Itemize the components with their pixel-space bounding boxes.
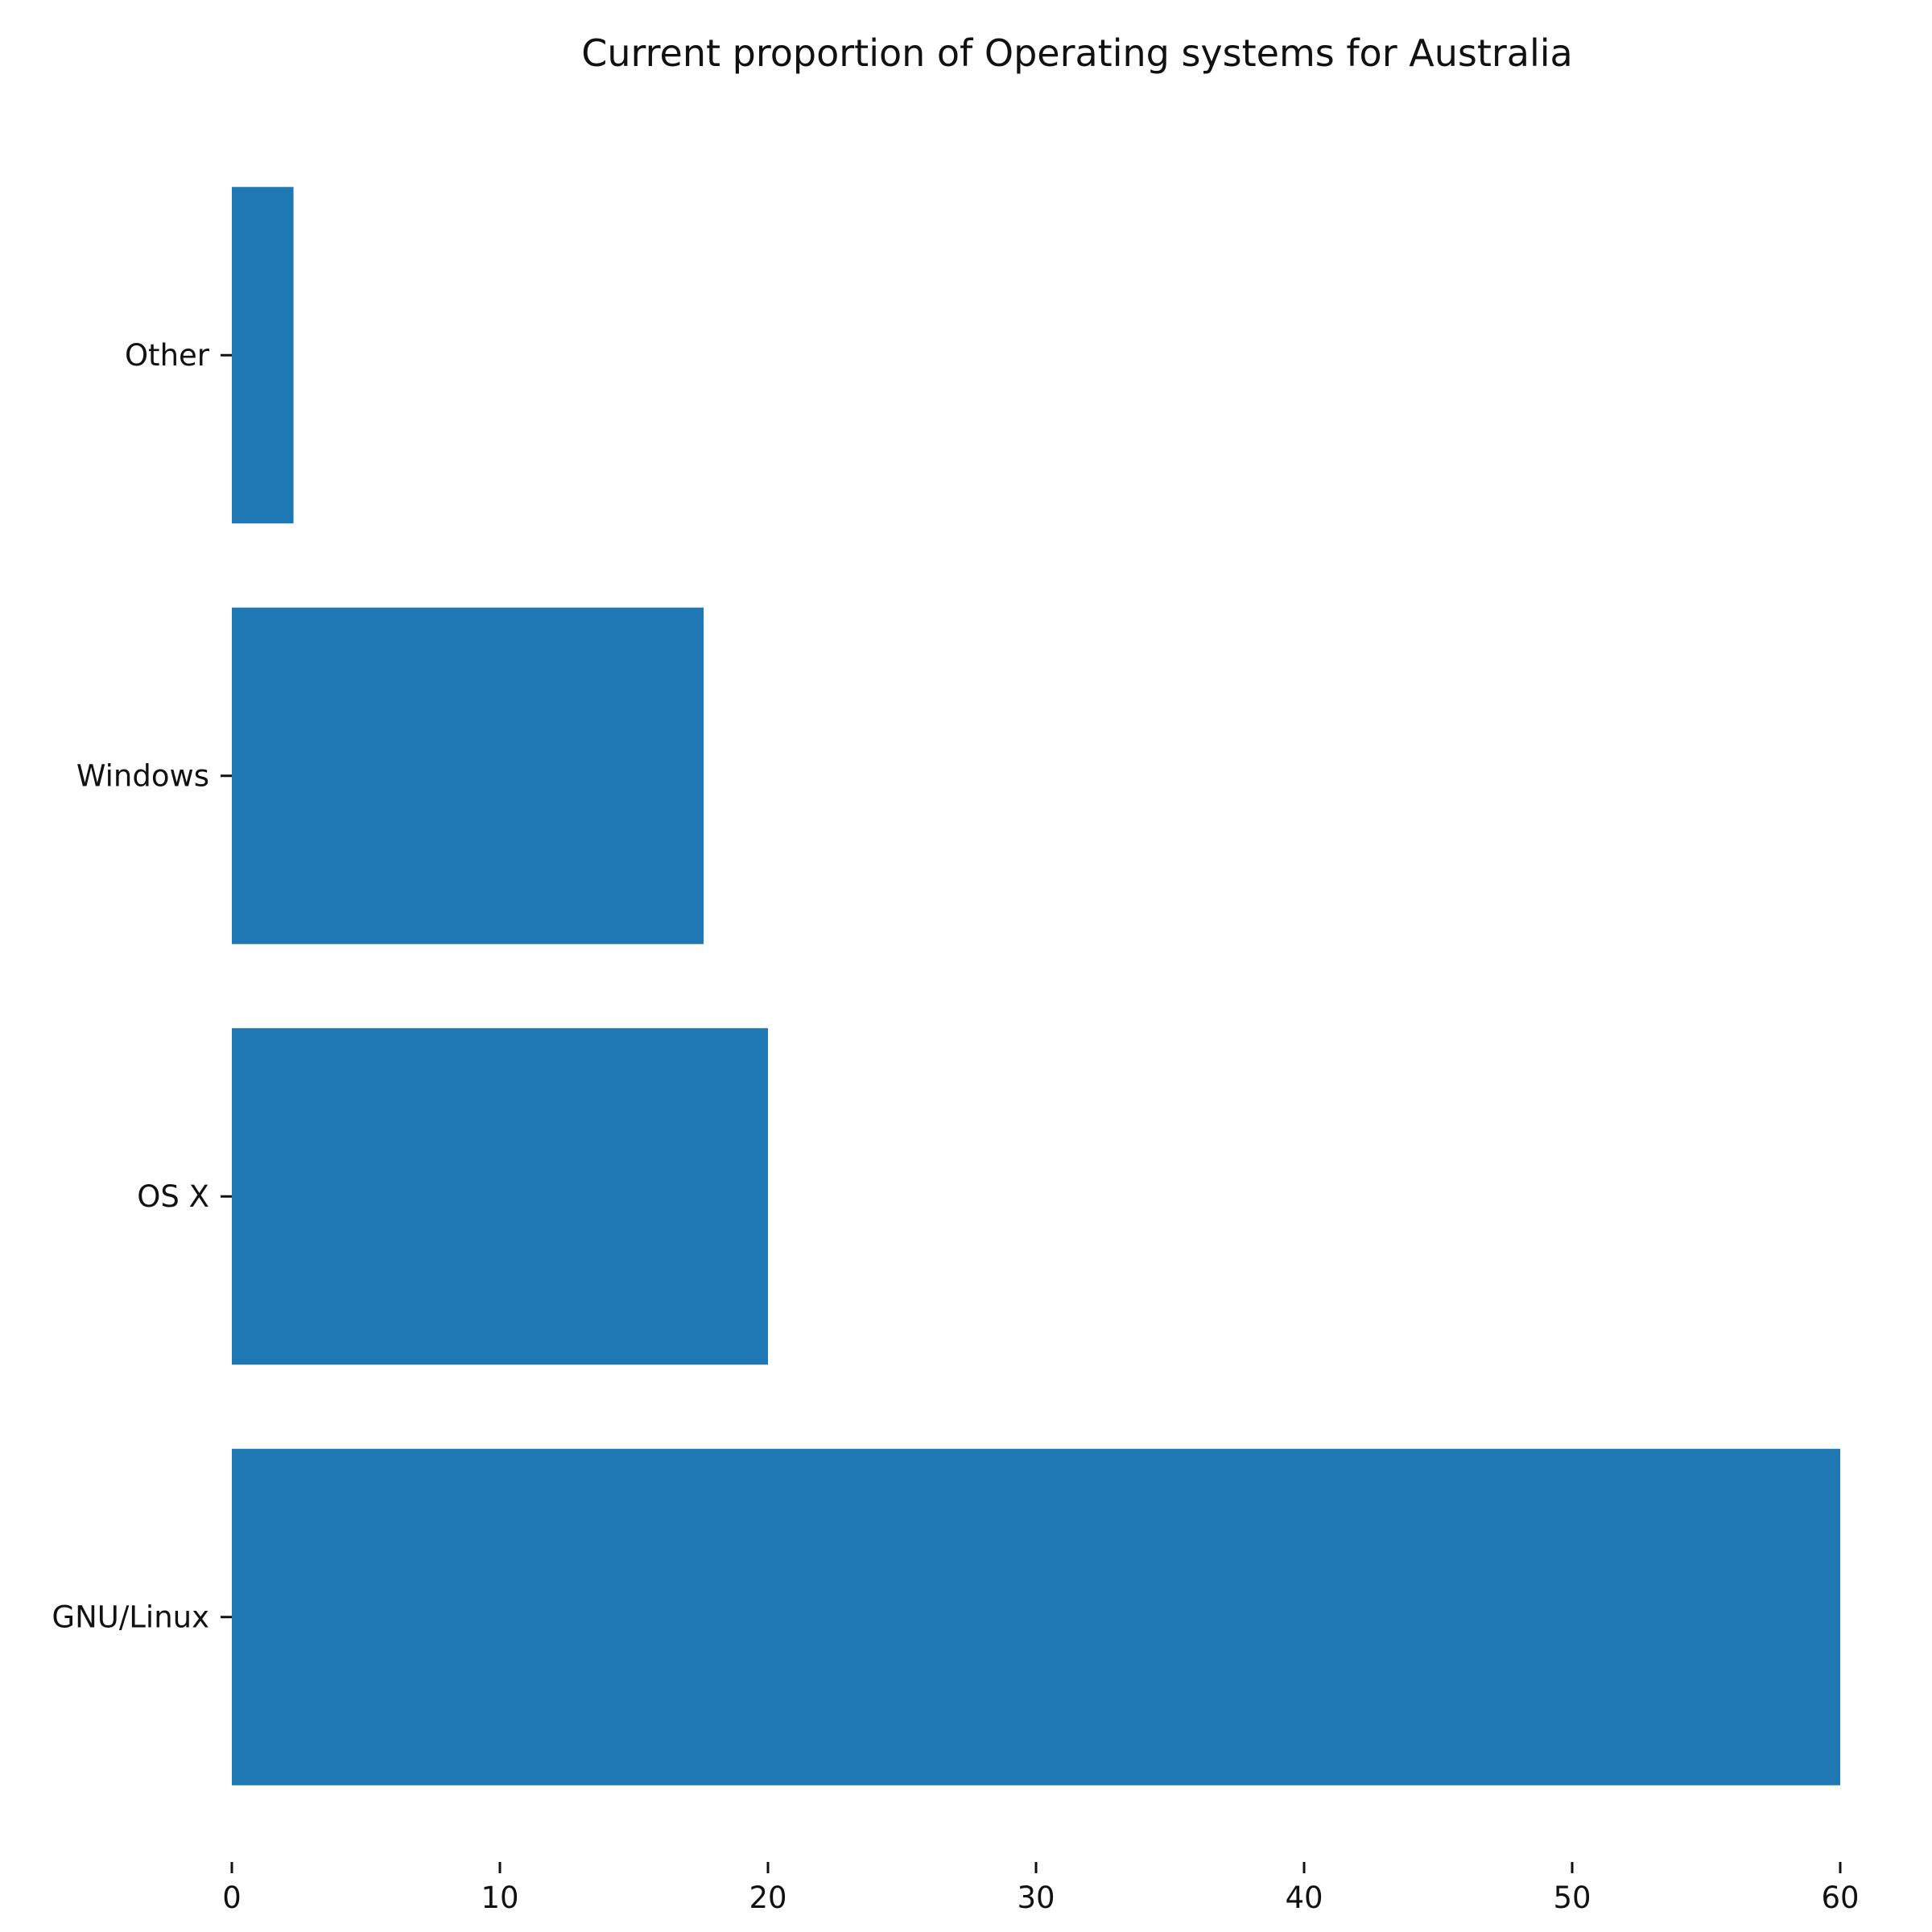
x-tick-label: 60 — [1821, 1880, 1859, 1915]
x-axis: 0 10 20 30 40 50 60 — [222, 1862, 1860, 1915]
x-tick-label: 30 — [1017, 1880, 1055, 1915]
bar-gnu-linux — [232, 1448, 1840, 1785]
x-tick-label: 40 — [1285, 1880, 1323, 1915]
y-tick-label: Windows — [76, 758, 209, 793]
bars — [232, 187, 1840, 1785]
y-tick-label: Other — [125, 338, 210, 373]
x-tick-label: 50 — [1553, 1880, 1591, 1915]
bar-os-x — [232, 1028, 768, 1365]
bar-windows — [232, 607, 704, 944]
y-axis: GNU/Linux OS X Windows Other — [52, 338, 232, 1634]
x-tick-label: 0 — [222, 1880, 242, 1915]
chart-title: Current proportion of Operating systems … — [581, 31, 1572, 75]
y-tick-label: OS X — [137, 1179, 209, 1214]
bar-other — [232, 187, 294, 524]
x-tick-label: 10 — [481, 1880, 518, 1915]
x-tick-label: 20 — [749, 1880, 786, 1915]
y-tick-label: GNU/Linux — [52, 1600, 209, 1634]
